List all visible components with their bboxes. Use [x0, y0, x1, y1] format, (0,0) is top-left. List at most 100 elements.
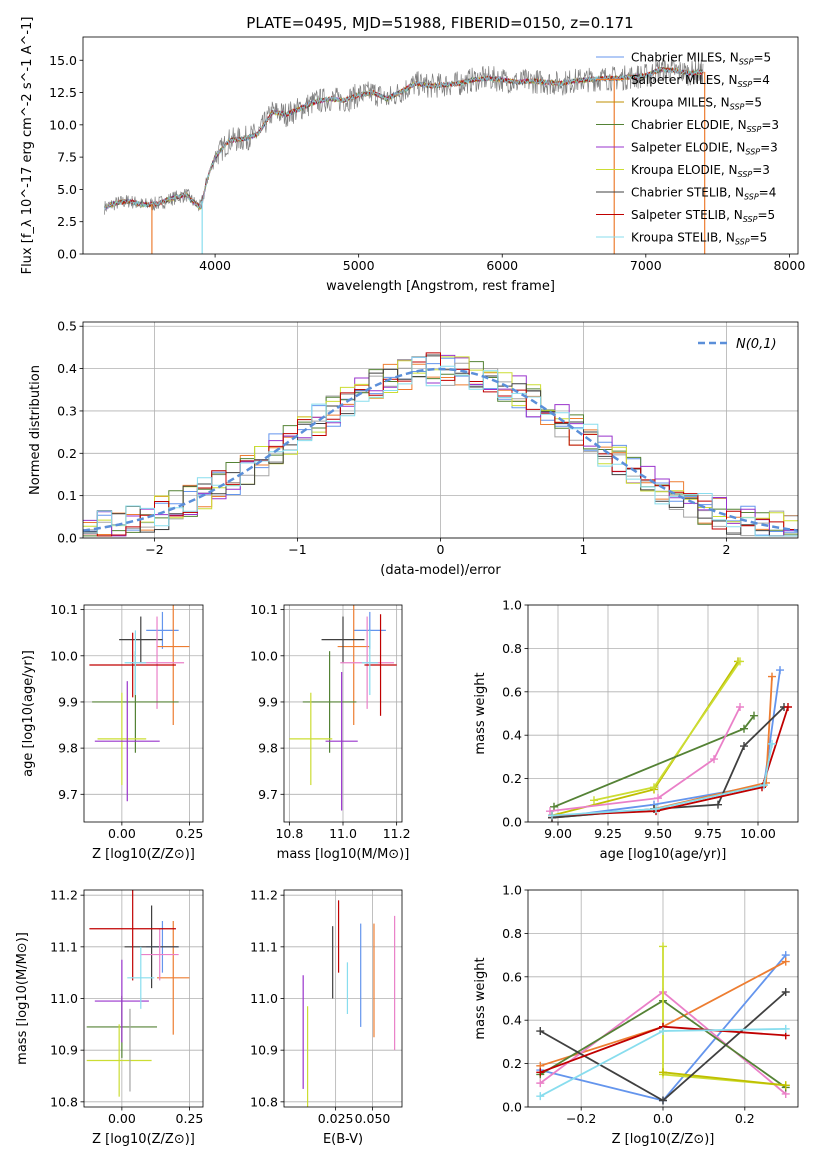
- y-tick-label: 9.8: [258, 741, 278, 756]
- y-axis-label: Flux [f_λ 10^-17 erg cm^-2 s^-1 A^-1]: [20, 17, 35, 275]
- residual-histogram-9: [83, 356, 798, 537]
- y-tick-label: 9.8: [58, 741, 78, 756]
- weight-series-8: [551, 706, 789, 817]
- x-axis-label: wavelength [Angstrom, rest frame]: [326, 279, 555, 294]
- grid-lines: [84, 605, 203, 822]
- weight-series-7: [551, 706, 785, 819]
- weight-point-marker: [760, 781, 768, 790]
- weight-point-marker: [750, 711, 758, 720]
- y-tick-label: 0.0: [57, 247, 77, 262]
- weight-point-marker: [714, 800, 722, 809]
- axes-frame: [82, 321, 799, 539]
- y-axis-label: mass [log10(M/M⊙)]: [15, 932, 30, 1065]
- weight-vs-metallicity-panel: −0.2 0.0 0.2 0.0 0.2 0.4 0.6 0.8 1.0 Z [log10(Z/Z…: [473, 883, 799, 1147]
- axis-ticks: 0.025 0.050 10.8 10.9 11.0 11.1 11.2: [250, 888, 390, 1126]
- x-tick-label: 7000: [630, 258, 662, 273]
- legend: Chabrier MILES, NSSP=5 Salpeter MILES, NS…: [596, 51, 779, 247]
- weight-point-marker: [659, 942, 667, 951]
- y-tick-label: 9.7: [258, 787, 278, 802]
- x-tick-label: 5000: [343, 258, 375, 273]
- x-tick-label: 0.050: [355, 1111, 391, 1126]
- grid-lines: [84, 890, 203, 1107]
- x-tick-label: 10.8: [275, 826, 303, 841]
- x-tick-label: 8000: [773, 258, 805, 273]
- weight-point-marker: [740, 742, 748, 751]
- mass-vs-metallicity-panel: 0.00 0.25 10.8 10.9 11.0 11.1 11.2 Z [log10(Z/Z…: [15, 888, 204, 1147]
- axes-frame: [83, 604, 204, 823]
- observed-spectrum: [104, 58, 704, 215]
- y-tick-label: 0.2: [502, 1056, 522, 1071]
- y-tick-label: 10.1: [50, 602, 78, 617]
- x-tick-label: 6000: [486, 258, 518, 273]
- x-axis-label: Z [log10(Z/Z⊙)]: [92, 847, 195, 862]
- x-tick-label: 0.2: [735, 1111, 755, 1126]
- axis-ticks: 10.8 11.0 11.2 9.7 9.8 9.9 10.0 10.1: [250, 602, 410, 841]
- weight-point-marker: [536, 1092, 545, 1101]
- x-axis-label: (data-model)/error: [380, 563, 501, 578]
- y-tick-label: 1.0: [502, 883, 522, 898]
- weight-point-marker: [781, 987, 790, 996]
- weight-point-marker: [590, 796, 598, 805]
- plot-area: [83, 352, 798, 537]
- x-tick-label: 9.75: [694, 826, 722, 841]
- x-tick-label: 0.25: [176, 826, 204, 841]
- plot-area: [289, 605, 397, 811]
- x-axis-label: mass [log10(M/M⊙)]: [277, 847, 410, 862]
- weight-point-marker: [550, 802, 558, 811]
- y-tick-label: 0.2: [57, 446, 77, 461]
- weight-point-marker: [710, 755, 718, 764]
- x-axis-label: Z [log10(Z/Z⊙)]: [92, 1132, 195, 1147]
- axis-ticks: −2 −1 0 1 2 0.0 0.1 0.2 0.3 0.4 0.5: [57, 319, 730, 557]
- weight-point-marker: [781, 1081, 790, 1090]
- weight-vs-age-panel: 9.00 9.25 9.50 9.75 10.00 0.0 0.2 0.4 0.6 0.8 1.0 a…: [473, 598, 799, 862]
- weight-point-marker: [536, 1027, 545, 1036]
- legend-entry-label: Kroupa ELODIE, NSSP=3: [631, 163, 770, 179]
- y-tick-label: 15.0: [49, 53, 77, 68]
- y-tick-label: 0.3: [57, 403, 77, 418]
- axis-ticks: 9.00 9.25 9.50 9.75 10.00 0.0 0.2 0.4 0.6 0.8 1.0: [502, 598, 776, 842]
- mass-vs-ebv-panel: 0.025 0.050 10.8 10.9 11.0 11.1 11.2 E(B-V): [250, 888, 403, 1147]
- weight-point-marker: [740, 724, 748, 733]
- weight-point-marker: [768, 739, 776, 748]
- x-tick-label: 0: [437, 542, 445, 557]
- y-tick-label: 2.5: [57, 214, 77, 229]
- axis-ticks: 0.00 0.25 9.7 9.8 9.9 10.0 10.1: [50, 602, 203, 841]
- weight-series-1: [551, 669, 781, 819]
- grid-lines: [284, 890, 402, 1107]
- x-tick-label: 0.00: [108, 1111, 136, 1126]
- x-tick-label: 9.50: [644, 826, 672, 841]
- y-tick-label: 9.9: [258, 694, 278, 709]
- weight-point-marker: [736, 657, 744, 666]
- axes-frame: [527, 889, 799, 1108]
- y-tick-label: 10.9: [50, 1043, 78, 1058]
- y-tick-label: 11.1: [50, 939, 78, 954]
- residuals-panel: −2 −1 0 1 2 0.0 0.1 0.2 0.3 0.4 0.5 (data-model)/er…: [28, 319, 799, 578]
- age-vs-mass-panel: 10.8 11.0 11.2 9.7 9.8 9.9 10.0 10.1 mass [log10…: [250, 602, 410, 862]
- y-tick-label: 0.0: [57, 531, 77, 546]
- y-tick-label: 0.5: [57, 319, 77, 334]
- weight-series-3: [551, 660, 739, 817]
- y-tick-label: 0.4: [502, 1013, 522, 1028]
- axis-ticks: −0.2 0.0 0.2 0.0 0.2 0.4 0.6 0.8 1.0: [502, 883, 755, 1127]
- y-tick-label: 5.0: [57, 182, 77, 197]
- axes-frame: [283, 889, 403, 1108]
- plot-area: [86, 890, 190, 1097]
- weight-point-marker: [768, 672, 776, 681]
- weight-point-marker: [784, 702, 792, 711]
- grid-lines: [528, 604, 798, 823]
- legend-entry-label: Kroupa MILES, NSSP=5: [631, 96, 762, 112]
- weight-point-marker: [781, 957, 790, 966]
- y-tick-label: 12.5: [49, 85, 77, 100]
- y-tick-label: 0.8: [502, 641, 522, 656]
- plot-area: [536, 942, 790, 1105]
- x-tick-label: 4000: [199, 258, 231, 273]
- y-tick-label: 0.8: [502, 926, 522, 941]
- y-tick-label: 11.0: [250, 991, 278, 1006]
- weight-series-6: [549, 706, 741, 812]
- x-axis-label: E(B-V): [323, 1132, 363, 1147]
- y-tick-label: 10.8: [50, 1094, 78, 1109]
- y-tick-label: 10.8: [250, 1094, 278, 1109]
- legend-entry-label: Salpeter STELIB, NSSP=5: [631, 208, 775, 224]
- axes-frame: [283, 604, 403, 823]
